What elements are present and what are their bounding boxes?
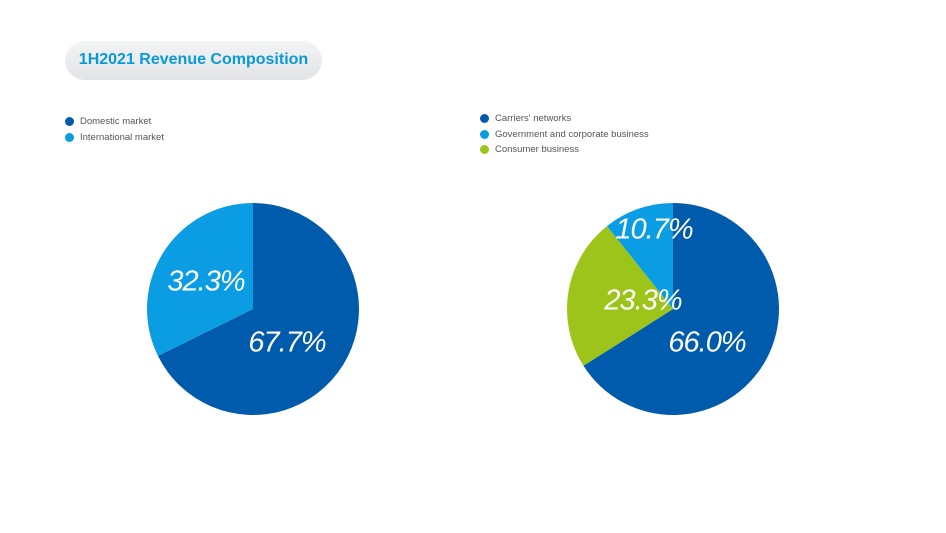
title-pill: 1H2021 Revenue Composition [65,40,322,80]
pie-data-label: 10.7% [615,214,692,246]
legend-label: Consumer business [495,144,579,156]
legend-label: Government and corporate business [495,128,649,140]
pie-data-label: 67.7% [248,327,325,359]
legend-label: Domestic market [80,116,152,128]
legend-item-consumer: Consumer business [480,142,649,158]
legend-item-carriers: Carriers' networks [480,111,649,127]
pie-slice-consumer-business [566,226,673,366]
legend-label: Carriers' networks [495,113,572,125]
legend-dot-icon [65,132,74,142]
legend-dot-icon [480,129,489,139]
legend-dot-icon [65,117,74,127]
pie-slice-domestic-market [157,203,360,415]
legend-item-government: Government and corporate business [480,127,649,143]
pie-slice-international-market [147,203,253,356]
pie-data-label: 66.0% [668,327,745,359]
legend-item-international: International market [65,130,164,146]
legend-dot-icon [480,145,489,155]
legend-business: Carriers' networks Government and corpor… [480,111,649,158]
pie-slice-government-and-corporate-business [606,203,673,309]
pie-slice-carriers-networks [583,203,779,415]
pie-chart-market: 67.7%32.3% [147,203,360,415]
chart-title: 1H2021 Revenue Composition [78,51,309,68]
pie-chart-business: 66.0% 23.3% 10.7% [566,203,779,415]
legend-dot-icon [480,114,489,124]
legend-market: Domestic market International market [65,114,164,145]
pie-data-label: 23.3% [603,285,681,317]
legend-label: International market [80,131,164,143]
pie-data-label: 32.3% [167,266,244,298]
legend-item-domestic: Domestic market [65,114,164,130]
